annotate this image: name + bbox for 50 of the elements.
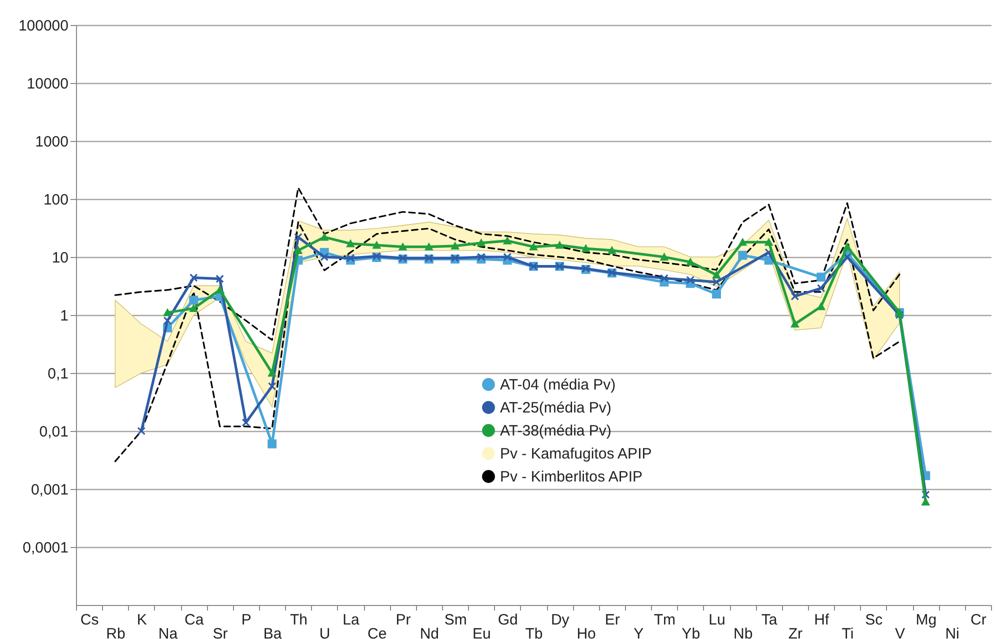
x-tick-label: Sr bbox=[212, 626, 228, 639]
x-tick-label: V bbox=[894, 626, 906, 639]
x-tick-label: K bbox=[136, 612, 147, 628]
x-tick-label: Ta bbox=[761, 612, 778, 628]
x-tick-label: Tb bbox=[525, 626, 543, 639]
x-tick-label: Sc bbox=[865, 612, 884, 628]
x-tick-label: Gd bbox=[498, 612, 518, 628]
x-tick-label: Er bbox=[604, 612, 620, 628]
x-tick-label: Eu bbox=[472, 626, 491, 639]
x-tick-label: Rb bbox=[106, 626, 126, 639]
legend-label: AT-04 (média Pv) bbox=[500, 376, 616, 394]
x-tick-label: Hf bbox=[814, 612, 830, 628]
x-tick-label: La bbox=[342, 612, 360, 628]
x-tick-label: Zr bbox=[788, 626, 803, 639]
x-tick-label: Ca bbox=[184, 612, 204, 628]
y-tick-label: 10 bbox=[52, 250, 68, 266]
legend-label: AT-38(média Pv) bbox=[500, 422, 612, 440]
x-tick-label: Th bbox=[290, 612, 308, 628]
x-tick-label: Lu bbox=[708, 612, 726, 628]
y-tick-label: 1000 bbox=[35, 134, 68, 150]
y-tick-label: 0,001 bbox=[30, 482, 68, 498]
legend-label: Pv - Kimberlitos APIP bbox=[500, 468, 643, 486]
x-tick-label: Mg bbox=[916, 612, 937, 628]
legend-label: AT-25(média Pv) bbox=[500, 400, 612, 416]
x-tick-label: Na bbox=[158, 626, 178, 639]
y-tick-label: 1 bbox=[60, 308, 68, 324]
y-tick-label: 100000 bbox=[18, 18, 68, 34]
x-tick-label: Sm bbox=[444, 612, 467, 628]
y-tick-label: 10000 bbox=[26, 76, 68, 92]
x-tick-label: Ce bbox=[368, 626, 387, 639]
x-tick-label: Ti bbox=[842, 626, 854, 639]
x-tick-label: Nb bbox=[734, 626, 753, 639]
x-tick-label: Y bbox=[634, 626, 644, 639]
y-tick-label: 100 bbox=[43, 192, 68, 208]
y-tick-label: 0,1 bbox=[48, 366, 68, 382]
x-tick-label: Pr bbox=[396, 612, 411, 628]
x-tick-label: Cs bbox=[80, 612, 99, 628]
x-tick-label: Cr bbox=[970, 612, 986, 628]
legend-label: Pv - Kamafugitos APIP bbox=[500, 446, 652, 462]
x-tick-label: U bbox=[319, 626, 330, 639]
y-tick-label: 0,01 bbox=[39, 424, 68, 440]
x-tick-label: Yb bbox=[682, 626, 700, 639]
x-tick-label: Dy bbox=[550, 612, 570, 628]
x-tick-label: Ba bbox=[263, 626, 282, 639]
x-tick-label: Nd bbox=[420, 626, 440, 639]
y-tick-label: 0,0001 bbox=[22, 540, 68, 556]
x-tick-label: P bbox=[241, 612, 252, 628]
x-tick-label: Tm bbox=[654, 612, 676, 628]
x-tick-label: Ni bbox=[945, 626, 960, 639]
x-tick-label: Ho bbox=[576, 626, 596, 639]
